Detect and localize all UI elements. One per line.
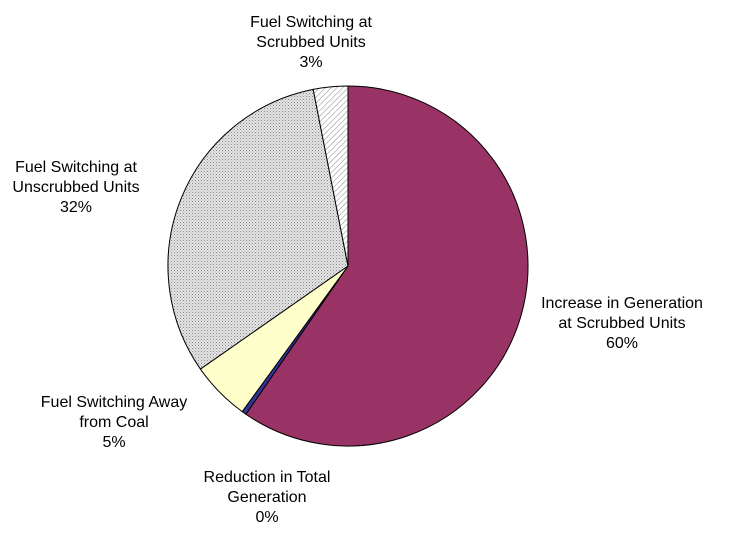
slice-label-line: Increase in Generation	[541, 295, 703, 312]
slice-percent: 60%	[606, 335, 638, 352]
slice-percent: 32%	[60, 199, 92, 216]
slice-label-fuel-switching-away-from-coal: Fuel Switching Away from Coal 5%	[41, 394, 187, 451]
slice-label-fuel-switching-at-scrubbed-units: Fuel Switching at Scrubbed Units 3%	[250, 14, 372, 71]
slice-label-line: Fuel Switching at	[250, 14, 372, 31]
slice-label-line: at Scrubbed Units	[558, 315, 685, 332]
pie-slices	[167, 85, 529, 447]
slice-label-line: Unscrubbed Units	[12, 179, 139, 196]
slice-label-reduction-in-total-generation: Reduction in Total Generation 0%	[204, 469, 331, 526]
slice-percent: 3%	[299, 54, 322, 71]
slice-percent: 0%	[255, 509, 278, 526]
slice-label-line: Scrubbed Units	[256, 34, 365, 51]
pie-labels: Increase in Generation at Scrubbed Units 6…	[12, 14, 703, 526]
slice-label-line: Fuel Switching at	[15, 159, 137, 176]
pie-slice-fuel-switching-at-unscrubbed-units	[167, 88, 349, 370]
pie-slice-fuel-switching-at-scrubbed-units	[312, 85, 349, 267]
slice-label-line: from Coal	[79, 414, 148, 431]
slice-label-line: Fuel Switching Away	[41, 394, 187, 411]
slice-label-fuel-switching-at-unscrubbed-units: Fuel Switching at Unscrubbed Units 32%	[12, 159, 139, 216]
slice-label-increase-in-generation-at-scrubbed-units: Increase in Generation at Scrubbed Units 6…	[541, 295, 703, 352]
slice-label-line: Generation	[227, 489, 306, 506]
pie-slice-increase-in-generation-at-scrubbed-units	[245, 85, 529, 447]
slice-label-line: Reduction in Total	[204, 469, 331, 486]
slice-percent: 5%	[102, 434, 125, 451]
